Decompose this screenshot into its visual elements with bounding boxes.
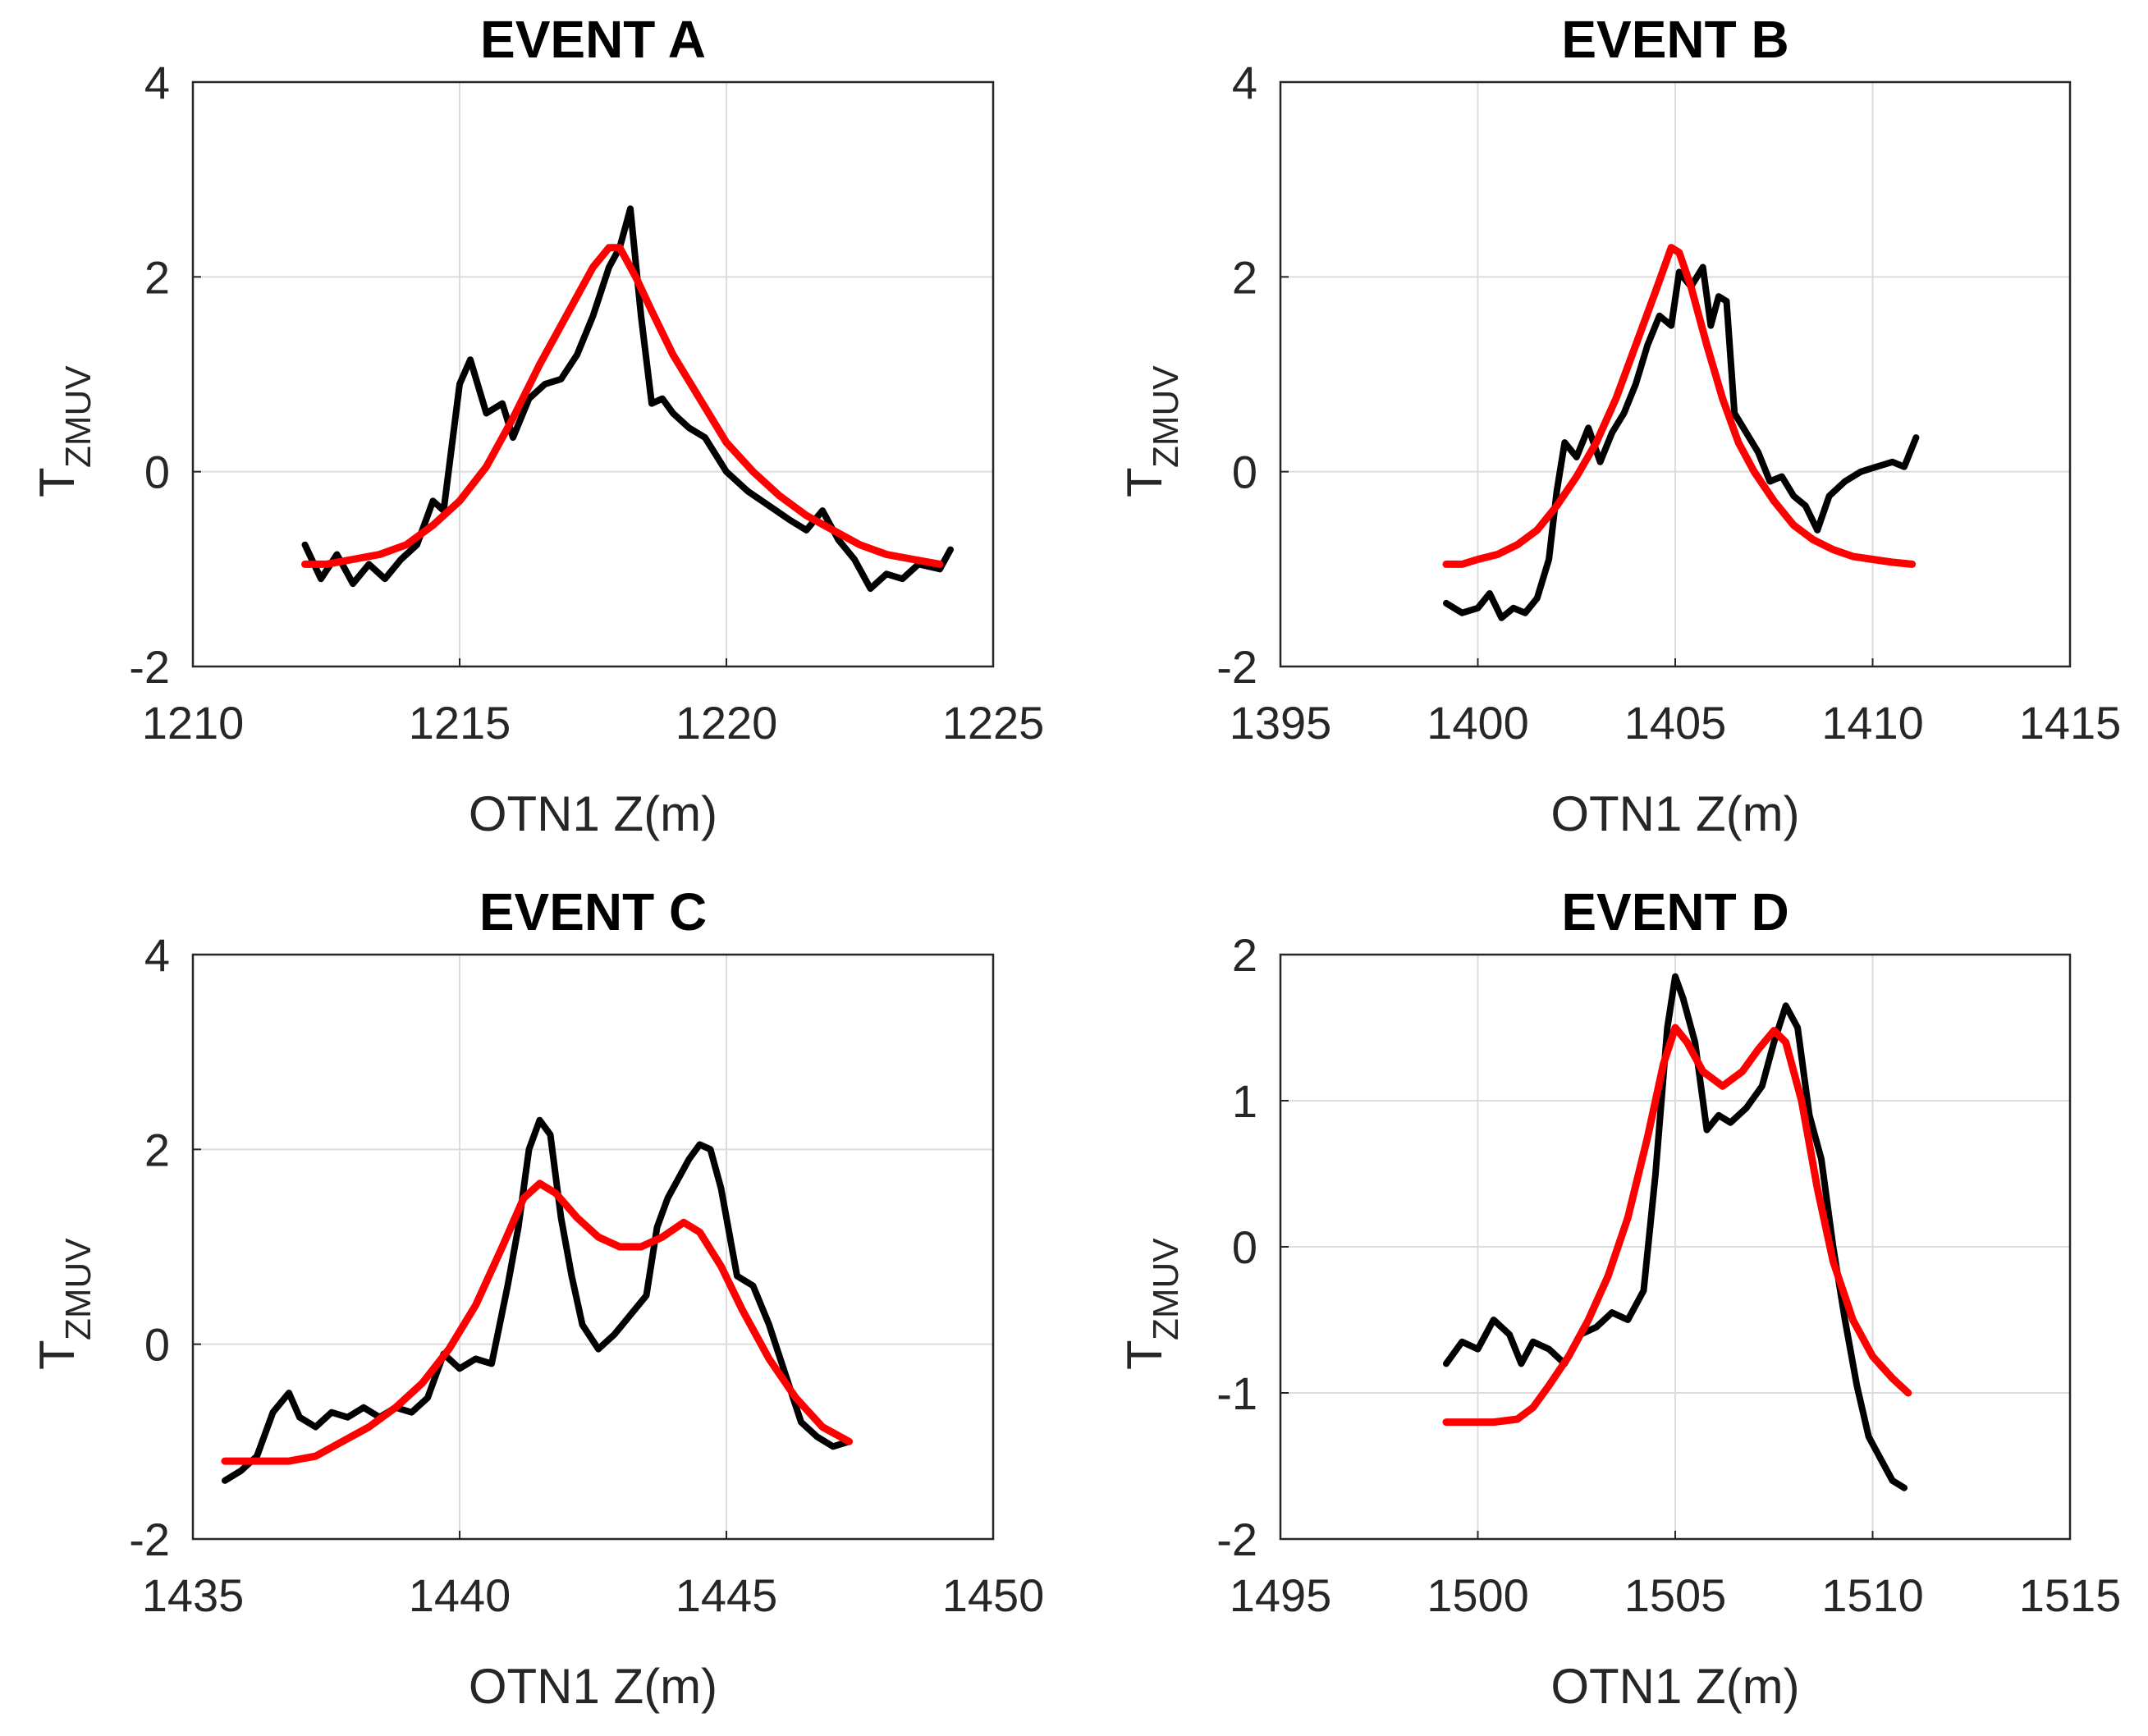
y-tick-label: 0 xyxy=(1232,1221,1257,1273)
chart-panel-3: 1435 1440 1445 1450 -2 0 2 4 EVENT C OTN1 Z(m) TZM… xyxy=(30,882,1044,1714)
axes-frame xyxy=(191,953,995,1541)
y-axis-label-main: T xyxy=(1117,1340,1172,1370)
x-tick-label: 1410 xyxy=(1821,697,1924,749)
x-tick-label: 1510 xyxy=(1821,1569,1924,1621)
fit-series-line xyxy=(1442,1024,1912,1427)
chart-panel-1: 1210 1215 1220 1225 -2 0 2 4 EVENT A OTN1 Z(m) TZM… xyxy=(30,10,1044,841)
x-tick-label: 1210 xyxy=(142,697,245,749)
y-tick-label: 2 xyxy=(1232,929,1257,981)
y-tick-label: -2 xyxy=(129,641,170,693)
x-tick-label: 1505 xyxy=(1624,1569,1727,1621)
x-axis-label: OTN1 Z(m) xyxy=(1550,786,1799,841)
x-tick-label: 1225 xyxy=(942,697,1045,749)
chart-panel-4: 1495 1500 1505 1510 1515 -2 -1 0 1 2 EVENT D OTN1 Z… xyxy=(1117,882,2121,1714)
x-tick-label: 1405 xyxy=(1624,697,1727,749)
y-axis-label-main: T xyxy=(1117,467,1172,497)
axes-frame xyxy=(1279,80,2072,668)
y-tick-label: 2 xyxy=(1232,251,1257,303)
y-tick-label: 0 xyxy=(144,447,170,498)
chart-title: EVENT A xyxy=(480,10,706,69)
x-tick-label: 1400 xyxy=(1427,697,1529,749)
y-axis-label-subscript: ZMUV xyxy=(1146,365,1186,468)
x-tick-label: 1450 xyxy=(942,1569,1045,1621)
x-tick-label: 1395 xyxy=(1230,697,1332,749)
x-tick-label: 1500 xyxy=(1427,1569,1529,1621)
y-tick-label: 4 xyxy=(144,929,170,981)
axes-frame xyxy=(191,80,995,668)
x-axis-label: OTN1 Z(m) xyxy=(1550,1659,1799,1714)
y-axis-label-subscript: ZMUV xyxy=(58,365,98,468)
y-tick-label: 2 xyxy=(144,1124,170,1175)
x-tick-label: 1415 xyxy=(2019,697,2122,749)
y-tick-label: -2 xyxy=(1216,641,1257,693)
fit-series-line xyxy=(221,1179,853,1465)
x-tick-label: 1440 xyxy=(409,1569,511,1621)
y-axis-label-main: T xyxy=(30,467,85,497)
y-tick-label: 2 xyxy=(144,251,170,303)
y-tick-label: 0 xyxy=(1232,447,1257,498)
y-axis-label-subscript: ZMUV xyxy=(1146,1238,1186,1340)
y-axis-label-subscript: ZMUV xyxy=(58,1238,98,1340)
y-tick-label: -2 xyxy=(1216,1514,1257,1565)
x-tick-label: 1515 xyxy=(2019,1569,2122,1621)
y-tick-label: -1 xyxy=(1216,1367,1257,1419)
x-axis-label: OTN1 Z(m) xyxy=(469,786,717,841)
y-tick-label: 4 xyxy=(144,57,170,108)
chart-title: EVENT D xyxy=(1561,882,1788,941)
chart-panel-2: 1395 1400 1405 1410 1415 -2 0 2 4 EVENT B OTN1 Z(m… xyxy=(1117,10,2121,841)
y-tick-label: 1 xyxy=(1232,1075,1257,1127)
observed-series-line xyxy=(222,1116,853,1484)
y-tick-label: 4 xyxy=(1232,57,1257,108)
x-tick-label: 1215 xyxy=(409,697,511,749)
chart-title: EVENT B xyxy=(1561,10,1788,69)
observed-series-line xyxy=(1443,263,1920,621)
x-tick-label: 1220 xyxy=(676,697,778,749)
y-axis-label-main: T xyxy=(30,1340,85,1370)
y-tick-label: -2 xyxy=(129,1514,170,1565)
x-tick-label: 1435 xyxy=(142,1569,245,1621)
axes-frame xyxy=(1279,953,2072,1541)
y-tick-label: 0 xyxy=(144,1319,170,1371)
fit-series-line xyxy=(1442,244,1917,568)
chart-title: EVENT C xyxy=(479,882,707,941)
x-tick-label: 1445 xyxy=(676,1569,778,1621)
fit-series-line xyxy=(301,244,944,568)
x-axis-label: OTN1 Z(m) xyxy=(469,1659,717,1714)
x-tick-label: 1495 xyxy=(1230,1569,1332,1621)
